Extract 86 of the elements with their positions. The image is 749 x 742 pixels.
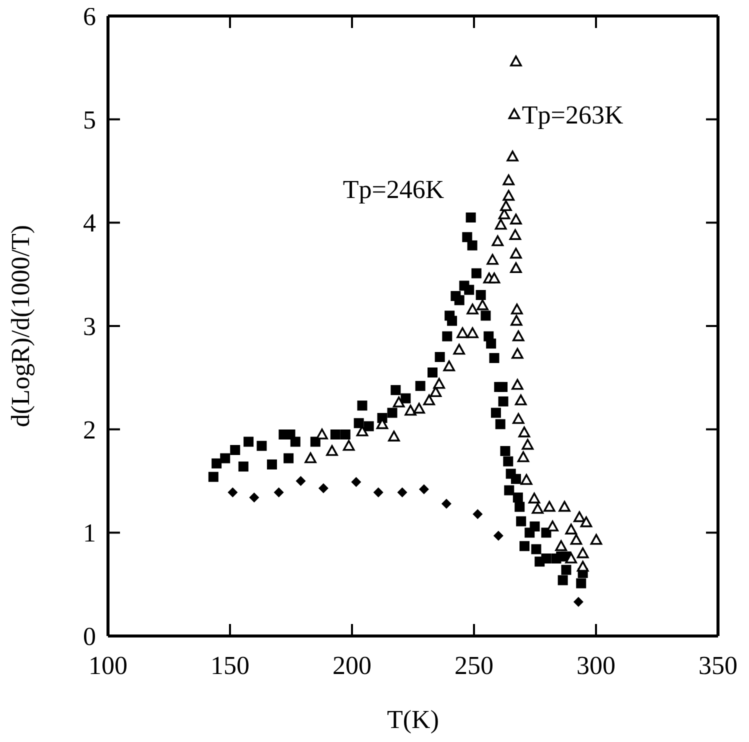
point: [508, 108, 520, 120]
x-tick-label: 350: [698, 651, 738, 680]
point: [318, 483, 328, 494]
point: [342, 440, 355, 451]
point: [510, 262, 522, 274]
point: [472, 509, 483, 520]
point: [543, 500, 556, 512]
point: [512, 348, 524, 359]
point: [466, 327, 478, 338]
point: [522, 438, 534, 450]
point: [511, 304, 523, 314]
point: [565, 552, 578, 564]
point: [413, 402, 425, 414]
point: [510, 56, 522, 66]
x-tick-label: 150: [210, 651, 250, 680]
point: [510, 314, 522, 326]
point: [512, 330, 524, 342]
point: [274, 487, 284, 498]
x-tick-label: 250: [454, 651, 494, 680]
point: [304, 452, 316, 464]
point: [510, 248, 522, 259]
point: [493, 530, 504, 541]
point: [514, 394, 527, 406]
point: [453, 344, 466, 355]
y-axis-title: d(LogR)/d(1000/T): [6, 224, 36, 428]
point: [555, 540, 568, 551]
point: [476, 299, 488, 310]
point: [494, 218, 507, 230]
y-tick-label: 5: [83, 105, 96, 134]
point: [373, 487, 384, 498]
point: [356, 426, 368, 436]
point: [351, 477, 362, 488]
point: [433, 378, 446, 389]
point: [228, 487, 238, 498]
point: [518, 426, 530, 438]
y-tick-label: 0: [83, 622, 96, 651]
point: [510, 214, 522, 224]
annotation: Tp=246K: [342, 174, 444, 204]
point: [580, 516, 592, 528]
x-axis-title: T(K): [387, 705, 439, 734]
point: [488, 272, 500, 284]
point: [326, 445, 338, 456]
point: [512, 413, 524, 424]
point: [392, 396, 405, 408]
point: [532, 503, 544, 514]
point: [573, 596, 584, 607]
point: [397, 487, 408, 498]
point: [576, 560, 589, 572]
y-tick-label: 2: [83, 415, 96, 444]
x-tick-label: 100: [88, 651, 128, 680]
point: [423, 394, 436, 406]
point: [520, 474, 532, 485]
point: [565, 524, 578, 534]
y-tick-label: 3: [83, 312, 96, 341]
y-tick-label: 1: [83, 518, 96, 548]
point: [486, 254, 498, 265]
point: [249, 492, 260, 503]
point: [528, 492, 540, 504]
point: [502, 174, 515, 186]
point: [441, 498, 452, 509]
point: [388, 430, 400, 442]
point: [502, 190, 515, 201]
y-tick-label: 6: [83, 2, 96, 31]
point: [576, 547, 589, 558]
point: [456, 327, 468, 338]
point: [590, 534, 602, 545]
x-tick-label: 200: [332, 651, 372, 680]
point: [512, 379, 524, 390]
point: [509, 229, 522, 240]
annotation: Tp=263K: [522, 100, 624, 130]
point: [418, 484, 429, 494]
point: [500, 200, 512, 212]
point: [316, 428, 328, 440]
point: [570, 534, 582, 545]
point: [492, 235, 504, 246]
point: [574, 511, 586, 522]
point: [404, 404, 416, 416]
point: [517, 451, 530, 462]
point: [558, 500, 570, 512]
point: [546, 520, 558, 532]
point: [296, 476, 306, 486]
point: [466, 304, 478, 314]
point: [506, 150, 518, 162]
point: [443, 360, 456, 372]
y-tick-label: 4: [83, 208, 96, 238]
x-tick-label: 300: [576, 651, 616, 680]
